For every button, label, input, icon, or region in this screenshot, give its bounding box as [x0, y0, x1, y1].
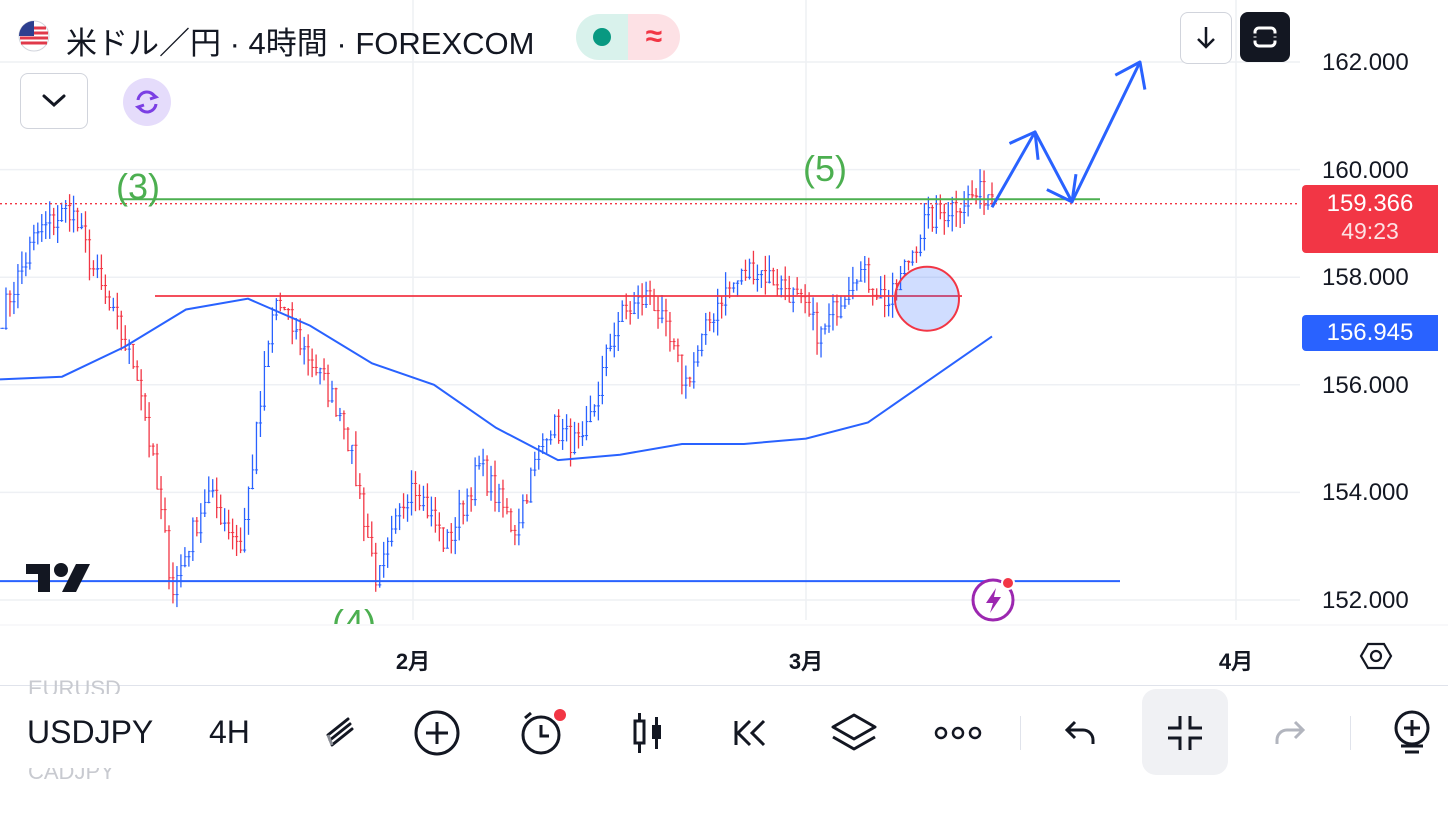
refresh-icon	[134, 90, 160, 114]
collapse-button-bg	[1142, 689, 1228, 775]
highlight-circle	[894, 265, 960, 332]
alert-icon	[521, 709, 566, 755]
last-price: 159.366	[1326, 190, 1414, 217]
download-button[interactable]	[1180, 12, 1232, 64]
x-tick: 4月	[1218, 649, 1254, 674]
projection-arrowhead	[1114, 60, 1147, 90]
redo-button[interactable]	[1260, 705, 1320, 761]
toolbar-divider	[1020, 716, 1021, 750]
layers-button[interactable]	[824, 705, 884, 761]
fullscreen-button[interactable]	[1240, 12, 1290, 62]
x-tick: 3月	[788, 649, 824, 674]
more-icon	[934, 726, 982, 740]
replay-button[interactable]	[720, 705, 780, 761]
y-tick: 160.000	[1322, 157, 1409, 184]
collapse-button[interactable]	[1155, 705, 1215, 761]
undo-icon	[1064, 720, 1095, 744]
sync-button[interactable]	[123, 78, 171, 126]
settings-hex-icon	[1359, 642, 1393, 670]
bottom-toolbar	[0, 685, 1448, 786]
market-status-pill[interactable]: ≈	[576, 14, 680, 60]
interval-selector[interactable]: 4H	[209, 714, 250, 750]
flash-alert-icon[interactable]	[970, 575, 1018, 623]
ma-price-tag: 156.945	[1302, 315, 1438, 351]
alert-button[interactable]	[512, 705, 572, 761]
fullscreen-icon	[1253, 26, 1277, 48]
wave-label-3: (3)	[116, 166, 160, 207]
chart-grid	[0, 0, 1448, 626]
x-tick: 2月	[395, 649, 431, 674]
last-price-tag: 159.366 49:23	[1302, 185, 1438, 253]
arrow-down-icon	[1197, 27, 1215, 49]
tradingview-logo-icon	[26, 563, 90, 592]
symbol-selector[interactable]: USDJPY	[27, 714, 154, 750]
y-tick: 156.000	[1322, 372, 1409, 399]
drawing-tools-icon	[326, 717, 354, 747]
y-tick: 158.000	[1322, 264, 1409, 291]
add-symbol-icon	[1394, 710, 1430, 754]
projection-arrowhead	[1008, 130, 1040, 160]
wave-label-4: (4)	[332, 602, 376, 624]
us-flag-icon	[18, 20, 50, 52]
y-tick: 162.000	[1322, 49, 1409, 76]
layers-icon	[831, 713, 877, 751]
symbol-title[interactable]: 米ドル／円 · 4時間 · FOREXCOM	[66, 26, 535, 61]
more-button[interactable]	[928, 705, 988, 761]
projection-path	[990, 61, 1142, 209]
chart-settings-button[interactable]	[1356, 636, 1396, 676]
toolbar-divider	[1350, 716, 1351, 750]
collapse-legend-button[interactable]	[20, 73, 88, 129]
price-chart[interactable]	[0, 0, 1448, 690]
candle-style-icon	[633, 713, 661, 753]
bar-countdown: 49:23	[1341, 218, 1399, 244]
moving-average-line	[0, 297, 993, 462]
add-symbol-button[interactable]	[1382, 705, 1442, 761]
candles-layer	[0, 169, 994, 608]
y-tick: 154.000	[1322, 479, 1409, 506]
undo-button[interactable]	[1050, 705, 1110, 761]
drawing-tools-button[interactable]	[310, 705, 370, 761]
chart-style-button[interactable]	[618, 705, 678, 761]
next-symbol[interactable]: CADJPY	[28, 768, 115, 782]
add-indicator-button[interactable]	[407, 705, 467, 761]
add-indicator-icon	[414, 710, 460, 756]
chevron-down-icon	[42, 94, 66, 108]
y-tick: 152.000	[1322, 587, 1409, 614]
market-open-dot-icon	[576, 14, 628, 60]
wave-label-5: (5)	[803, 148, 847, 189]
replay-icon	[734, 719, 766, 747]
collapse-icon	[1168, 716, 1202, 750]
projection-arrowhead	[1046, 173, 1078, 204]
overlays-layer	[0, 60, 1300, 583]
prev-symbol[interactable]: EURUSD	[28, 676, 121, 694]
wave-indicator-icon: ≈	[628, 14, 680, 60]
redo-icon	[1275, 720, 1306, 744]
